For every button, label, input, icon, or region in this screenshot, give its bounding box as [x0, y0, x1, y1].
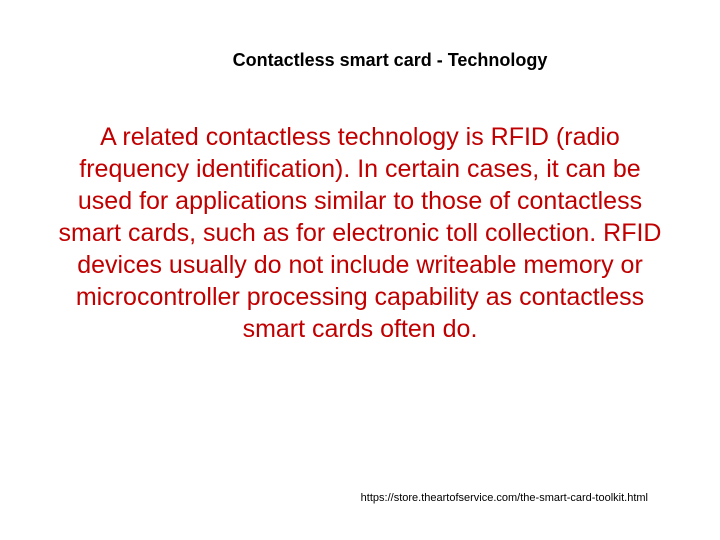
slide-body-text: A related contactless technology is RFID… — [48, 121, 672, 345]
footer-url: https://store.theartofservice.com/the-sm… — [361, 492, 648, 504]
slide-title: Contactless smart card - Technology — [48, 50, 672, 71]
slide-container: Contactless smart card - Technology A re… — [0, 0, 720, 540]
